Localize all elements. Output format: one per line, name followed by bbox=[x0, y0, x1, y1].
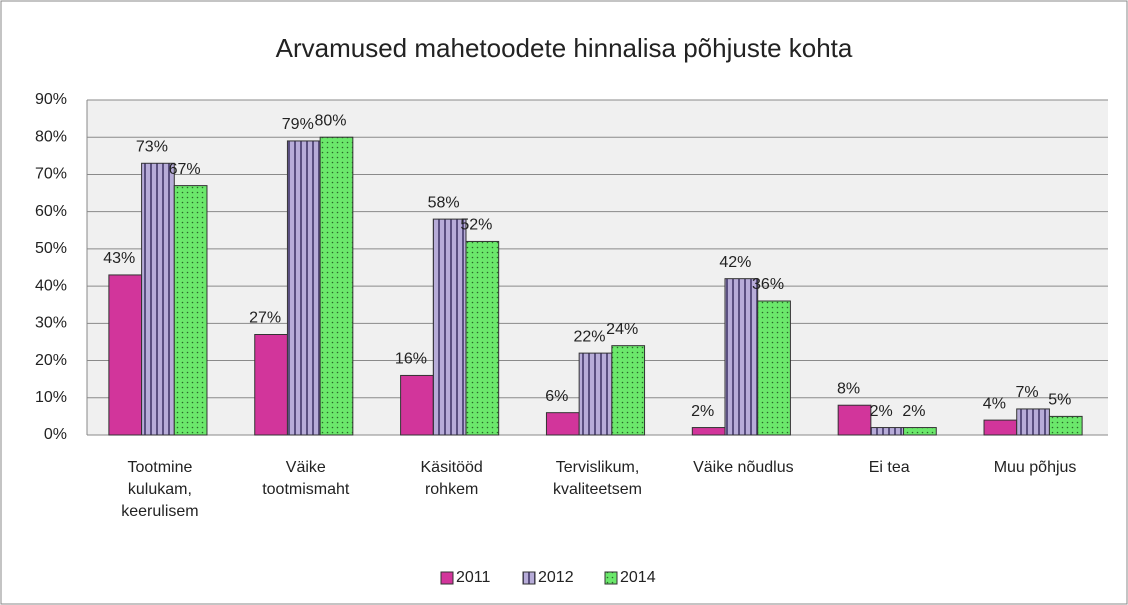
bar bbox=[1016, 408, 1050, 436]
data-label: 5% bbox=[1048, 392, 1071, 409]
y-tick-label: 90% bbox=[35, 91, 67, 108]
y-tick-label: 20% bbox=[35, 352, 67, 369]
data-label: 36% bbox=[752, 276, 784, 293]
bar bbox=[286, 140, 321, 436]
y-tick-label: 0% bbox=[44, 426, 67, 443]
data-label: 79% bbox=[282, 116, 314, 133]
x-tick-label: Tootmine kulukam, keerulisem bbox=[121, 459, 199, 520]
data-label: 16% bbox=[395, 351, 427, 368]
bar bbox=[724, 278, 759, 436]
bar bbox=[108, 274, 143, 436]
bar bbox=[578, 352, 613, 436]
legend-swatch bbox=[604, 571, 618, 585]
legend-label: 2012 bbox=[538, 569, 574, 586]
bar bbox=[545, 412, 580, 436]
legend-label: 2011 bbox=[456, 569, 491, 586]
x-tick-label: Ei tea bbox=[868, 459, 910, 476]
y-tick-label: 50% bbox=[35, 240, 67, 257]
bar bbox=[173, 185, 208, 436]
x-tick-label: Tervislikum, kvaliteetsem bbox=[553, 459, 642, 498]
y-tick-label: 40% bbox=[35, 277, 67, 294]
data-label: 4% bbox=[983, 395, 1006, 412]
bar bbox=[870, 427, 905, 436]
bar bbox=[141, 162, 175, 436]
bar bbox=[983, 419, 1018, 436]
data-label: 8% bbox=[837, 380, 860, 397]
data-label: 67% bbox=[169, 161, 201, 178]
data-label: 2% bbox=[902, 403, 925, 420]
y-tick-label: 10% bbox=[35, 389, 67, 406]
data-label: 27% bbox=[249, 310, 281, 327]
x-tick-label: Muu põhjus bbox=[993, 459, 1077, 476]
x-tick-label: Väike tootmismaht bbox=[262, 459, 350, 498]
data-label: 43% bbox=[103, 250, 135, 267]
legend-swatch bbox=[522, 571, 536, 585]
data-label: 52% bbox=[460, 217, 492, 234]
data-label: 7% bbox=[1016, 384, 1039, 401]
data-label: 58% bbox=[428, 194, 460, 211]
x-tick-label: Väike nõudlus bbox=[693, 459, 794, 476]
data-label: 80% bbox=[314, 112, 346, 129]
data-label: 2% bbox=[870, 403, 893, 420]
bar bbox=[319, 136, 354, 436]
data-label: 6% bbox=[545, 388, 568, 405]
bar bbox=[1048, 415, 1083, 436]
bar bbox=[837, 404, 872, 436]
bar bbox=[465, 240, 500, 436]
data-label: 24% bbox=[606, 321, 638, 338]
bar bbox=[400, 374, 434, 436]
x-tick-label: Käsitööd rohkem bbox=[420, 459, 483, 498]
bar bbox=[254, 334, 288, 436]
y-tick-label: 60% bbox=[35, 203, 67, 220]
y-tick-label: 80% bbox=[35, 128, 67, 145]
bar bbox=[691, 427, 726, 436]
data-label: 73% bbox=[136, 138, 168, 155]
bar bbox=[757, 300, 791, 436]
data-label: 22% bbox=[573, 328, 605, 345]
data-label: 2% bbox=[691, 403, 714, 420]
y-tick-label: 30% bbox=[35, 315, 67, 332]
legend-swatch bbox=[440, 571, 454, 585]
y-tick-label: 70% bbox=[35, 166, 67, 183]
bar bbox=[611, 345, 646, 436]
bar bbox=[903, 427, 937, 436]
legend-label: 2014 bbox=[620, 569, 656, 586]
data-label: 42% bbox=[719, 254, 751, 271]
bar bbox=[432, 218, 467, 436]
chart-title: Arvamused mahetoodete hinnalisa põhjuste… bbox=[276, 33, 853, 63]
